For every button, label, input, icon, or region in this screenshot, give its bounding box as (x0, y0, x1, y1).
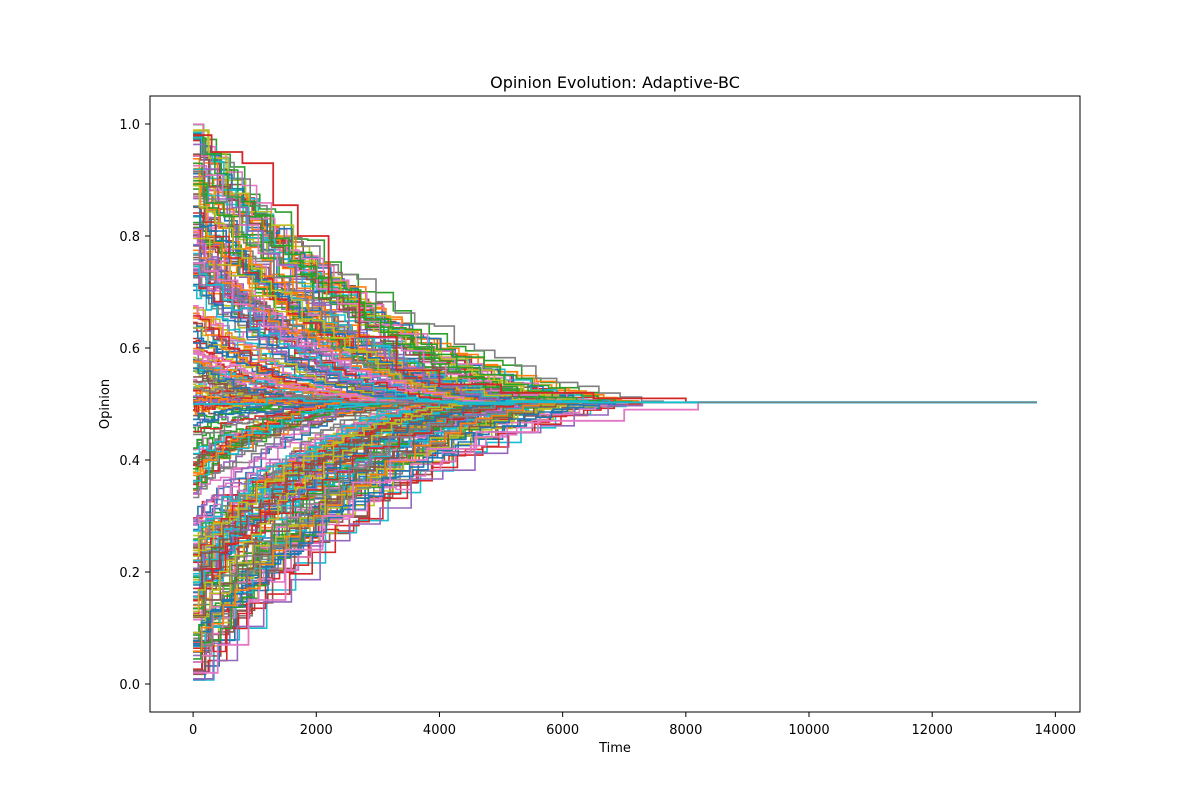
x-tick-label: 0 (189, 723, 197, 738)
opinion-trajectory (193, 401, 1037, 680)
opinion-trajectory (193, 269, 1037, 404)
y-tick-label: 0.6 (119, 342, 140, 357)
opinion-trajectory (193, 137, 1037, 404)
opinion-trajectory (193, 401, 1037, 645)
opinion-trajectory (193, 401, 1037, 653)
opinion-trajectory (193, 349, 1037, 404)
axes-frame (149, 95, 1081, 713)
opinion-trajectory (193, 401, 1037, 663)
chart-title: Opinion Evolution: Adaptive-BC (490, 73, 740, 92)
opinion-trajectory (193, 401, 1037, 470)
y-tick-label: 0.2 (119, 566, 140, 581)
opinion-trajectory (193, 283, 1037, 404)
opinion-trajectory (193, 265, 1037, 404)
opinion-trajectory (193, 401, 1037, 426)
opinion-trajectory (193, 401, 1037, 674)
opinion-trajectory (193, 353, 1037, 404)
y-tick-label: 0.0 (119, 678, 140, 693)
opinion-trajectory (193, 162, 1037, 404)
x-tick-label: 2000 (300, 723, 333, 738)
x-tick-label: 8000 (669, 723, 702, 738)
opinion-trajectory (193, 401, 1037, 613)
x-tick-label: 14000 (1035, 723, 1076, 738)
opinion-trajectory (193, 401, 1037, 465)
opinion-trajectory (193, 123, 1037, 404)
y-tick-label: 1.0 (119, 118, 140, 133)
x-axis: 0 2000 4000 6000 8000 10000 12000 14000 (189, 712, 1076, 738)
opinion-trajectory (193, 401, 1037, 598)
opinion-trajectory (193, 397, 1037, 405)
opinion-trajectory (193, 134, 1037, 404)
y-axis: 0.0 0.2 0.4 0.6 0.8 1.0 (119, 118, 150, 693)
opinion-trajectory (193, 401, 1037, 557)
x-tick-label: 12000 (912, 723, 953, 738)
opinion-trajectory (193, 401, 1037, 590)
x-tick-label: 4000 (423, 723, 456, 738)
y-tick-label: 0.8 (119, 230, 140, 245)
x-axis-label: Time (598, 741, 631, 756)
opinion-trajectory (193, 401, 1037, 583)
opinion-trajectory (193, 315, 1037, 404)
opinion-trajectory (193, 401, 1037, 652)
y-tick-label: 0.4 (119, 454, 140, 469)
opinion-trajectory (193, 401, 1037, 647)
opinion-trajectory (193, 387, 1037, 404)
opinion-trajectory (193, 396, 1037, 406)
series-layer (193, 123, 1037, 681)
opinion-trajectory (193, 401, 1037, 477)
x-tick-label: 10000 (788, 723, 829, 738)
opinion-trajectory (193, 401, 1037, 459)
x-tick-label: 6000 (546, 723, 579, 738)
opinion-trajectory (193, 143, 1037, 404)
y-axis-label: Opinion (98, 379, 113, 429)
